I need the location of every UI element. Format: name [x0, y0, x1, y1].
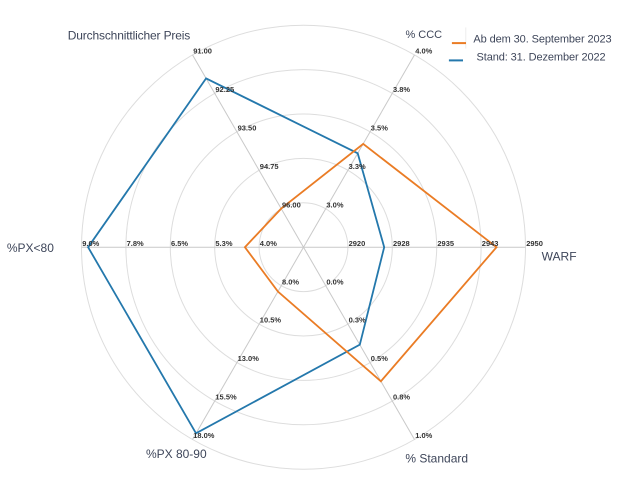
svg-text:6.5%: 6.5%: [171, 239, 188, 248]
svg-text:8.0%: 8.0%: [282, 277, 299, 286]
svg-text:13.0%: 13.0%: [238, 354, 260, 363]
svg-text:92.25: 92.25: [215, 85, 234, 94]
svg-text:2950: 2950: [526, 239, 543, 248]
svg-text:4.0%: 4.0%: [415, 47, 432, 56]
svg-text:3.0%: 3.0%: [326, 200, 343, 209]
svg-text:% CCC: % CCC: [405, 29, 442, 41]
svg-text:% Standard: % Standard: [405, 451, 468, 465]
svg-text:0.0%: 0.0%: [326, 277, 343, 286]
svg-text:%PX<80: %PX<80: [7, 241, 54, 255]
svg-text:4.0%: 4.0%: [260, 239, 277, 248]
svg-text:93.50: 93.50: [238, 123, 257, 132]
svg-text:WARF: WARF: [542, 250, 577, 264]
svg-text:10.5%: 10.5%: [260, 316, 282, 325]
svg-text:91.00: 91.00: [193, 47, 212, 56]
svg-text:Durchschnittlicher Preis: Durchschnittlicher Preis: [68, 29, 191, 43]
svg-text:18.0%: 18.0%: [193, 431, 215, 440]
svg-text:15.5%: 15.5%: [215, 393, 237, 402]
svg-text:2935: 2935: [437, 239, 454, 248]
svg-text:1.0%: 1.0%: [415, 431, 432, 440]
svg-text:3.3%: 3.3%: [349, 162, 366, 171]
svg-text:96.00: 96.00: [282, 200, 301, 209]
svg-text:0.8%: 0.8%: [393, 393, 410, 402]
svg-text:9.0%: 9.0%: [82, 239, 99, 248]
svg-text:Ab dem 30. September 2023: Ab dem 30. September 2023: [473, 34, 611, 46]
svg-text:Stand: 31. Dezember 2022: Stand: 31. Dezember 2022: [477, 51, 606, 63]
svg-text:5.3%: 5.3%: [215, 239, 232, 248]
svg-text:0.5%: 0.5%: [371, 354, 388, 363]
svg-text:2928: 2928: [393, 239, 410, 248]
svg-text:2920: 2920: [349, 239, 366, 248]
svg-text:3.5%: 3.5%: [371, 123, 388, 132]
svg-text:7.8%: 7.8%: [127, 239, 144, 248]
svg-text:94.75: 94.75: [260, 162, 279, 171]
svg-text:2943: 2943: [482, 239, 499, 248]
svg-text:0.3%: 0.3%: [349, 316, 366, 325]
svg-text:%PX 80-90: %PX 80-90: [146, 447, 207, 461]
svg-text:3.8%: 3.8%: [393, 85, 410, 94]
